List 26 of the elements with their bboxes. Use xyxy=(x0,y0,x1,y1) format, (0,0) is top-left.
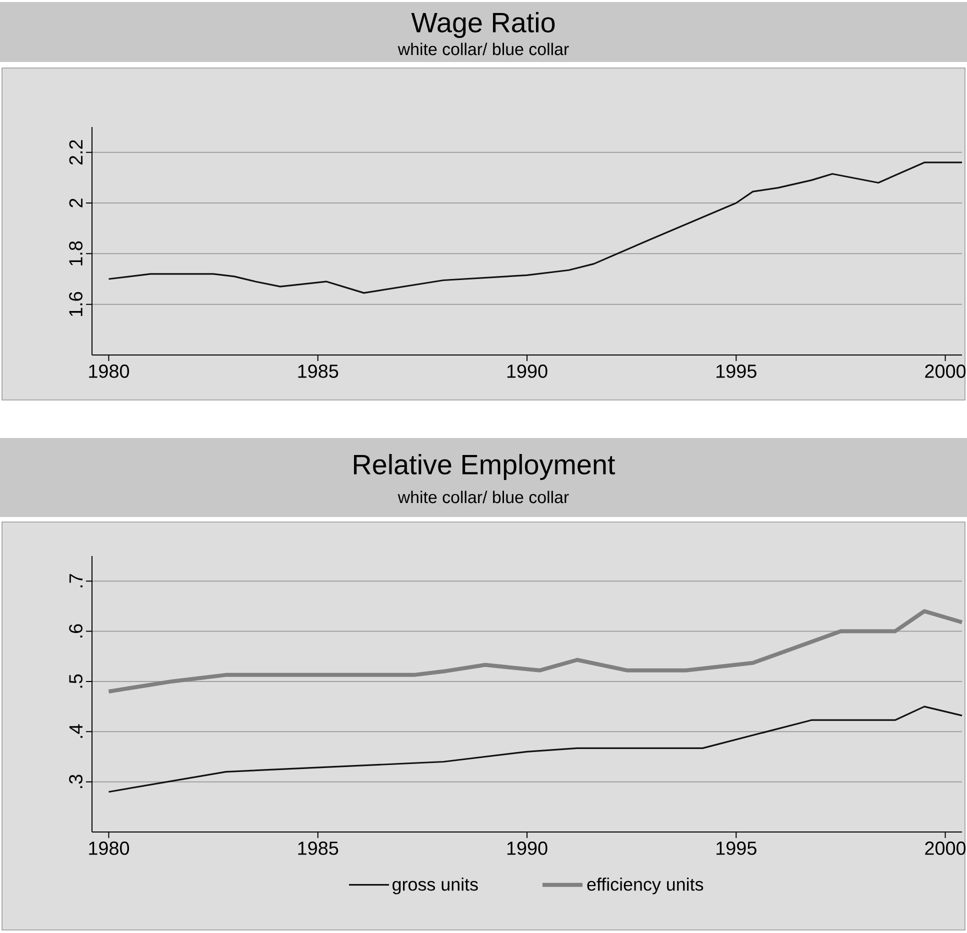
x-tick-label: 1990 xyxy=(507,364,548,378)
chart-subtitle: white collar/ blue collar xyxy=(398,490,569,504)
x-tick-label: 2000 xyxy=(925,364,966,378)
x-tick-label: 1990 xyxy=(507,842,548,855)
y-tick-label: 1.8 xyxy=(69,241,82,266)
x-tick-label: 1985 xyxy=(298,842,338,855)
chart-title: Wage Ratio xyxy=(411,12,555,38)
y-tick-label: .6 xyxy=(69,624,82,638)
y-tick-label: .4 xyxy=(69,724,82,738)
y-tick-label: 2.2 xyxy=(69,140,82,165)
chart-subtitle: white collar/ blue collar xyxy=(398,42,569,56)
line-series xyxy=(106,609,964,694)
y-tick-label: .5 xyxy=(69,674,82,688)
x-tick-label: 1980 xyxy=(89,842,130,855)
x-tick-label: 1995 xyxy=(716,842,756,855)
x-tick-label: 2000 xyxy=(925,842,966,855)
x-tick-label: 1995 xyxy=(716,364,756,378)
x-tick-label: 1985 xyxy=(298,364,338,378)
legend-label: efficiency units xyxy=(587,878,704,894)
legend-label: gross units xyxy=(392,878,478,894)
y-tick-label: .3 xyxy=(69,774,82,788)
y-tick-label: 2 xyxy=(69,198,82,208)
y-tick-label: .7 xyxy=(69,574,82,588)
x-tick-label: 1980 xyxy=(89,364,130,378)
y-tick-label: 1.6 xyxy=(69,292,82,316)
chart-title: Relative Employment xyxy=(354,454,616,480)
